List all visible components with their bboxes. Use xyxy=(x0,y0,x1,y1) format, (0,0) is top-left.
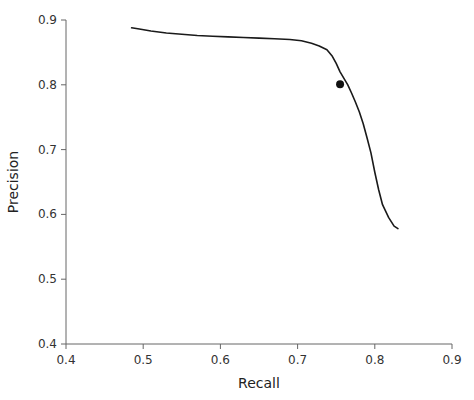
x-tick xyxy=(297,344,298,349)
y-tick xyxy=(61,344,66,345)
x-tick-label: 0.8 xyxy=(365,353,384,367)
x-axis-line xyxy=(66,344,452,345)
y-tick xyxy=(61,84,66,85)
y-axis-line xyxy=(66,20,67,344)
axes: 0.4 0.5 0.6 0.7 0.8 0.9 0.4 0.5 0.6 0.7 0.8 0.9 xyxy=(38,13,462,367)
line xyxy=(132,28,398,229)
chart: 0.4 0.5 0.6 0.7 0.8 0.9 0.4 0.5 0.6 0.7 0.8 0.9 Reca… xyxy=(0,0,474,400)
y-tick xyxy=(61,149,66,150)
x-tick xyxy=(374,344,375,349)
y-tick xyxy=(61,279,66,280)
marker-point xyxy=(336,80,344,88)
y-axis-label: Precision xyxy=(5,151,21,213)
y-tick-label: 0.7 xyxy=(38,143,57,157)
y-tick-label: 0.8 xyxy=(38,78,57,92)
x-axis-label: Recall xyxy=(238,375,280,391)
x-tick xyxy=(220,344,221,349)
y-tick-label: 0.9 xyxy=(38,13,57,27)
y-tick-label: 0.4 xyxy=(38,337,57,351)
x-tick-label: 0.9 xyxy=(442,353,461,367)
y-tick xyxy=(61,20,66,21)
x-tick-label: 0.5 xyxy=(134,353,153,367)
x-tick-label: 0.7 xyxy=(288,353,307,367)
x-tick-label: 0.4 xyxy=(56,353,75,367)
plot-area xyxy=(132,28,398,229)
y-tick-label: 0.6 xyxy=(38,207,57,221)
y-tick-label: 0.5 xyxy=(38,272,57,286)
x-tick xyxy=(66,344,67,349)
y-tick xyxy=(61,214,66,215)
x-tick-label: 0.6 xyxy=(211,353,230,367)
x-tick xyxy=(143,344,144,349)
x-tick xyxy=(452,344,453,349)
